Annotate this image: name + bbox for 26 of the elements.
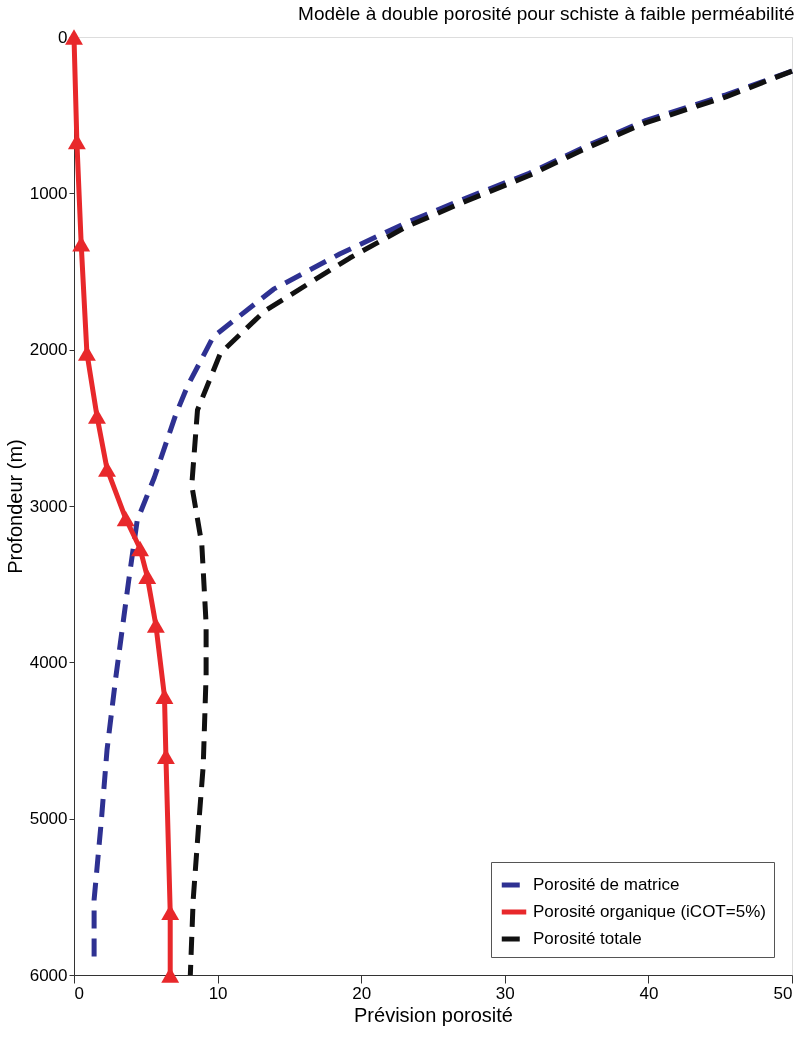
y-tick-label: 1000	[29, 183, 68, 203]
point	[138, 568, 157, 585]
x-tick-label: 30	[495, 983, 515, 1003]
x-tick-label: 20	[352, 983, 372, 1003]
y-tick-label: 5000	[29, 809, 68, 829]
x-tick-label: 0	[74, 983, 84, 1003]
x-tick-label: 40	[639, 983, 659, 1003]
y-tick-label: 3000	[29, 496, 68, 516]
point	[116, 510, 135, 527]
x-axis-title: Prévision porosité	[354, 1003, 513, 1026]
y-axis-title: Profondeur (m)	[3, 439, 26, 574]
y-tick-label: 6000	[29, 965, 68, 985]
legend-label: Porosité totale	[533, 929, 642, 948]
y-tick-label: 0	[58, 27, 68, 47]
x-tick-label: 10	[208, 983, 228, 1003]
point	[98, 461, 116, 477]
y-tick-label: 4000	[29, 652, 68, 672]
point	[131, 540, 149, 557]
point	[146, 617, 165, 633]
x-tick-label: 50	[773, 983, 793, 1003]
legend-label: Porosité de matrice	[533, 875, 680, 894]
point	[65, 29, 83, 45]
point	[88, 408, 106, 424]
legend-label: Porosité organique (iCOT=5%)	[533, 902, 766, 921]
chart-title: Modèle à double porosité pour schiste à faible perméabilité	[298, 3, 795, 24]
y-tick-label: 2000	[29, 340, 68, 360]
